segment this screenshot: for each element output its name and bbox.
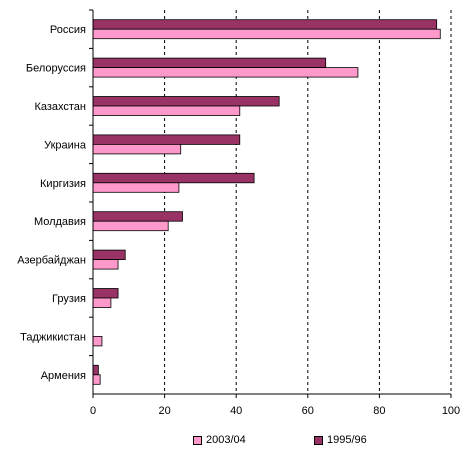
legend-label-2003-04: 2003/04 bbox=[206, 434, 246, 446]
axes bbox=[89, 9, 452, 398]
x-tick-label: 100 bbox=[442, 405, 460, 417]
bar-1995-96 bbox=[92, 172, 255, 184]
bar-1995-96 bbox=[92, 134, 241, 145]
bar-1995-96 bbox=[92, 57, 327, 68]
x-tick-label: 80 bbox=[373, 405, 385, 417]
bar-2003-04 bbox=[92, 182, 180, 193]
bar-2003-04 bbox=[92, 28, 441, 40]
bar-2003-04 bbox=[92, 259, 119, 270]
x-tick-label: 20 bbox=[158, 405, 170, 417]
bar-2003-04 bbox=[92, 335, 103, 347]
legend-item-1995-96: 1995/96 bbox=[314, 434, 367, 446]
category-label: Азербайджан bbox=[17, 255, 86, 267]
legend: 2003/04 1995/96 bbox=[0, 432, 467, 452]
category-label: Грузия bbox=[52, 293, 86, 305]
legend-label-1995-96: 1995/96 bbox=[327, 434, 367, 446]
bar-2003-04 bbox=[92, 220, 169, 232]
bar-1995-96 bbox=[92, 96, 280, 107]
bar-1995-96 bbox=[92, 249, 126, 261]
category-label: Казахстан bbox=[34, 101, 86, 113]
bar-1995-96 bbox=[92, 288, 119, 299]
legend-item-2003-04: 2003/04 bbox=[193, 434, 246, 446]
category-label: Белоруссия bbox=[26, 63, 86, 75]
legend-swatch-1995-96 bbox=[314, 435, 323, 445]
category-label: Украина bbox=[44, 139, 87, 151]
category-label: Таджикистан bbox=[20, 331, 86, 343]
x-tick-label: 40 bbox=[230, 405, 242, 417]
bar-1995-96 bbox=[92, 211, 183, 222]
bar-2003-04 bbox=[92, 105, 241, 116]
bar-2003-04 bbox=[92, 143, 182, 155]
x-tick-labels: 0 20 40 60 80 100 bbox=[90, 405, 460, 417]
category-label: Россия bbox=[50, 24, 86, 36]
bar-2003-04 bbox=[92, 297, 112, 308]
legend-swatch-2003-04 bbox=[193, 435, 202, 445]
x-tick-label: 0 bbox=[90, 405, 96, 417]
bar-1995-96 bbox=[92, 364, 99, 376]
bars bbox=[92, 19, 441, 385]
category-label: Армения bbox=[41, 370, 86, 382]
grid-lines bbox=[164, 10, 452, 394]
bar-1995-96 bbox=[92, 19, 438, 30]
x-tick-label: 60 bbox=[302, 405, 314, 417]
category-label: Молдавия bbox=[34, 216, 86, 228]
category-labels: Россия Белоруссия Казахстан Украина Киргизия… bbox=[17, 24, 87, 382]
category-label: Киргизия bbox=[40, 178, 86, 190]
bar-2003-04 bbox=[92, 67, 359, 78]
bar-2003-04 bbox=[92, 374, 101, 385]
